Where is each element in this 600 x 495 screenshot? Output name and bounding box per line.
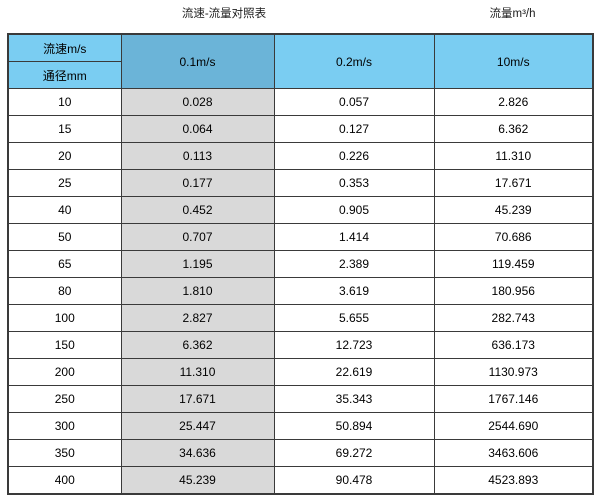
cell-flow-rate-1: 69.272 <box>273 439 435 467</box>
cell-flow-rate-2: 17.671 <box>433 169 594 197</box>
header-row-diameter: 通径mm <box>7 61 593 89</box>
cell-flow-rate-2: 2.826 <box>433 88 594 116</box>
cell-flow-rate-1: 5.655 <box>273 304 435 332</box>
header-corner-diameter-label: 通径mm <box>7 61 122 89</box>
cell-nominal-diameter: 25 <box>7 169 122 197</box>
cell-flow-rate-0: 17.671 <box>120 385 275 413</box>
cell-flow-rate-0: 45.239 <box>120 466 275 495</box>
cell-nominal-diameter: 40 <box>7 196 122 224</box>
cell-flow-rate-1: 35.343 <box>273 385 435 413</box>
cell-flow-rate-0: 25.447 <box>120 412 275 440</box>
table-row: 25 0.177 0.353 17.671 <box>7 169 594 197</box>
cell-flow-rate-0: 0.707 <box>120 223 275 251</box>
table-row: 150 6.362 12.723 636.173 <box>7 331 594 359</box>
cell-nominal-diameter: 250 <box>7 385 122 413</box>
cell-flow-rate-2: 1130.973 <box>433 358 594 386</box>
cell-flow-rate-0: 0.028 <box>120 88 275 116</box>
table-row: 80 1.810 3.619 180.956 <box>7 277 594 305</box>
cell-flow-rate-0: 0.113 <box>120 142 275 170</box>
cell-flow-rate-1: 90.478 <box>273 466 435 495</box>
caption-strip: 流速-流量对照表 流量m³/h <box>0 0 600 33</box>
table-row: 20 0.113 0.226 11.310 <box>7 142 594 170</box>
cell-nominal-diameter: 300 <box>7 412 122 440</box>
column-header-1: 0.2m/s <box>273 33 435 89</box>
cell-nominal-diameter: 10 <box>7 88 122 116</box>
cell-flow-rate-1: 22.619 <box>273 358 435 386</box>
cell-nominal-diameter: 350 <box>7 439 122 467</box>
table-row: 10 0.028 0.057 2.826 <box>7 88 594 116</box>
cell-flow-rate-2: 282.743 <box>433 304 594 332</box>
table-body: 流速m/s 0.1m/s 0.2m/s 10m/s 通径mm <box>7 33 594 89</box>
table-row: 40 0.452 0.905 45.239 <box>7 196 594 224</box>
cell-nominal-diameter: 100 <box>7 304 122 332</box>
cell-nominal-diameter: 50 <box>7 223 122 251</box>
cell-flow-rate-0: 0.177 <box>120 169 275 197</box>
table-row: 300 25.447 50.894 2544.690 <box>7 412 594 440</box>
page-title: 流速-流量对照表 <box>181 8 267 20</box>
cell-flow-rate-1: 0.057 <box>273 88 435 116</box>
cell-flow-rate-1: 0.905 <box>273 196 435 224</box>
cell-nominal-diameter: 65 <box>7 250 122 278</box>
cell-flow-rate-0: 1.195 <box>120 250 275 278</box>
cell-flow-rate-2: 11.310 <box>433 142 594 170</box>
cell-nominal-diameter: 200 <box>7 358 122 386</box>
cell-flow-rate-1: 3.619 <box>273 277 435 305</box>
cell-nominal-diameter: 150 <box>7 331 122 359</box>
column-header-2: 10m/s <box>433 33 594 89</box>
table-row: 50 0.707 1.414 70.686 <box>7 223 594 251</box>
table-row: 15 0.064 0.127 6.362 <box>7 115 594 143</box>
cell-flow-rate-0: 2.827 <box>120 304 275 332</box>
table-row: 400 45.239 90.478 4523.893 <box>7 466 594 495</box>
table-row: 250 17.671 35.343 1767.146 <box>7 385 594 413</box>
flow-velocity-table: 流速m/s 0.1m/s 0.2m/s 10m/s 通径mm 10 0.028 0.… <box>7 33 594 495</box>
cell-flow-rate-0: 34.636 <box>120 439 275 467</box>
cell-flow-rate-0: 0.452 <box>120 196 275 224</box>
cell-flow-rate-0: 1.810 <box>120 277 275 305</box>
cell-flow-rate-2: 2544.690 <box>433 412 594 440</box>
cell-flow-rate-1: 2.389 <box>273 250 435 278</box>
cell-flow-rate-1: 1.414 <box>273 223 435 251</box>
cell-nominal-diameter: 80 <box>7 277 122 305</box>
cell-flow-rate-2: 45.239 <box>433 196 594 224</box>
flow-velocity-table-wrapper: 流速m/s 0.1m/s 0.2m/s 10m/s 通径mm 10 0.028 0.… <box>7 33 594 495</box>
cell-nominal-diameter: 400 <box>7 466 122 495</box>
cell-flow-rate-2: 1767.146 <box>433 385 594 413</box>
data-rows-body: 10 0.028 0.057 2.826 15 0.064 0.127 6.362 20 0.11… <box>7 88 594 495</box>
cell-flow-rate-1: 50.894 <box>273 412 435 440</box>
header-row-velocity: 流速m/s 0.1m/s 0.2m/s 10m/s <box>7 33 594 89</box>
table-row: 350 34.636 69.272 3463.606 <box>7 439 594 467</box>
cell-nominal-diameter: 15 <box>7 115 122 143</box>
column-header-0: 0.1m/s <box>120 33 275 89</box>
cell-flow-rate-0: 0.064 <box>120 115 275 143</box>
cell-flow-rate-2: 3463.606 <box>433 439 594 467</box>
cell-flow-rate-0: 11.310 <box>120 358 275 386</box>
cell-flow-rate-2: 6.362 <box>433 115 594 143</box>
cell-flow-rate-1: 0.353 <box>273 169 435 197</box>
cell-flow-rate-2: 119.459 <box>433 250 594 278</box>
cell-flow-rate-2: 180.956 <box>433 277 594 305</box>
cell-flow-rate-0: 6.362 <box>120 331 275 359</box>
table-row: 65 1.195 2.389 119.459 <box>7 250 594 278</box>
cell-flow-rate-1: 0.226 <box>273 142 435 170</box>
cell-flow-rate-2: 4523.893 <box>433 466 594 495</box>
cell-nominal-diameter: 20 <box>7 142 122 170</box>
cell-flow-rate-1: 0.127 <box>273 115 435 143</box>
cell-flow-rate-1: 12.723 <box>273 331 435 359</box>
cell-flow-rate-2: 636.173 <box>433 331 594 359</box>
table-row: 200 11.310 22.619 1130.973 <box>7 358 594 386</box>
header-corner-velocity-label: 流速m/s <box>7 33 122 62</box>
cell-flow-rate-2: 70.686 <box>433 223 594 251</box>
flow-unit-label: 流量m³/h <box>489 8 536 20</box>
table-row: 100 2.827 5.655 282.743 <box>7 304 594 332</box>
